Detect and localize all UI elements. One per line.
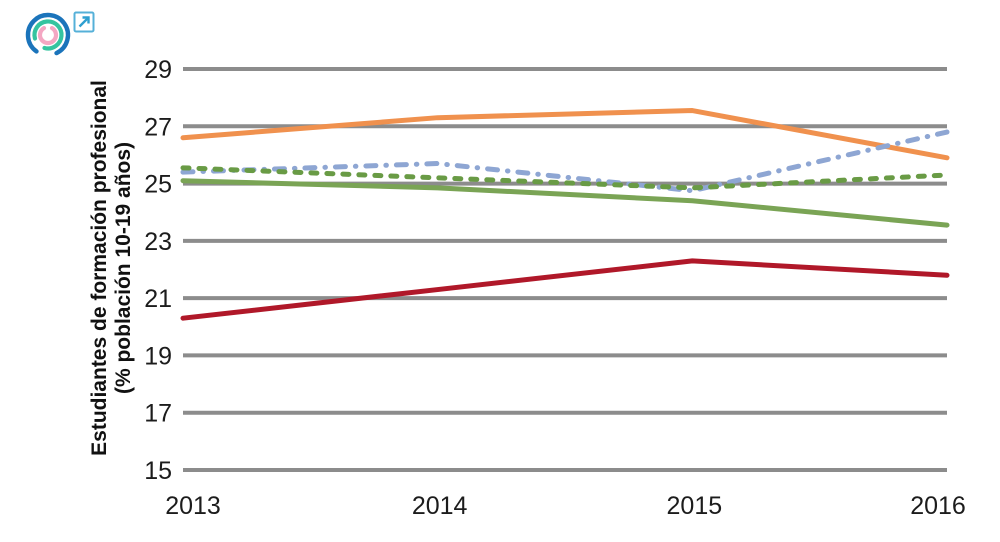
- y-tick-label: 23: [144, 228, 172, 256]
- y-tick-label: 27: [144, 113, 172, 141]
- y-axis-title-line1: Estudiantes de formación profesional: [88, 80, 111, 456]
- y-tick-label: 19: [144, 342, 172, 370]
- y-tick-label: 17: [144, 400, 172, 428]
- y-tick-label: 15: [144, 457, 172, 485]
- logo-inner-ring: [37, 25, 59, 46]
- orange-solid-line: [180, 108, 950, 161]
- y-tick-label: 29: [144, 56, 172, 84]
- y-tick-label: 21: [144, 285, 172, 313]
- x-tick-label: 2016: [910, 492, 966, 520]
- x-tick-label: 2014: [412, 492, 468, 520]
- y-axis-title-line2: (% población 10-19 años): [112, 142, 135, 394]
- x-tick-label: 2013: [165, 492, 221, 520]
- green-dashed-line: [180, 165, 950, 191]
- x-tick-label: 2015: [667, 492, 723, 520]
- logo: [0, 0, 100, 62]
- external-link-icon[interactable]: [73, 11, 95, 33]
- logo-middle-ring: [32, 19, 64, 51]
- blue-dash-dot-line: [180, 129, 950, 194]
- dark-red-solid-line: [180, 258, 950, 321]
- y-tick-label: 25: [144, 171, 172, 199]
- green-solid-line: [180, 178, 950, 228]
- logo-outer-ring: [25, 12, 71, 56]
